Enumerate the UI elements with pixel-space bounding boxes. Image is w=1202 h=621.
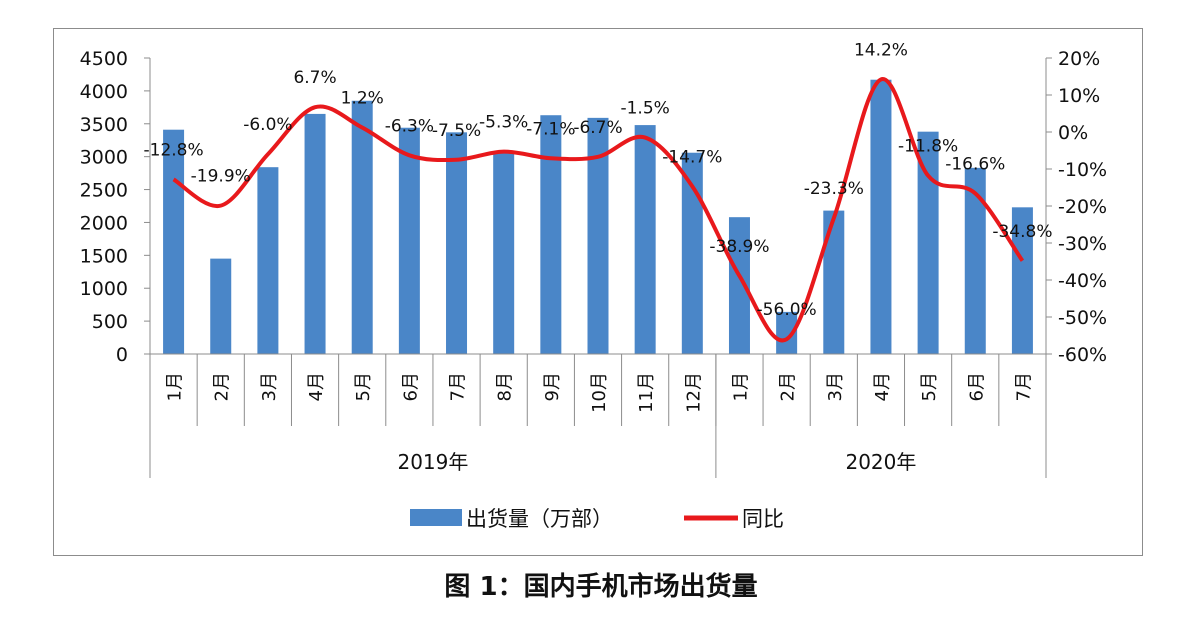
- category-label: 7月: [1013, 372, 1034, 401]
- left-tick-label: 1000: [80, 278, 128, 300]
- figure-caption: 图 1：国内手机市场出货量: [444, 572, 758, 602]
- legend-line-label: 同比: [742, 507, 784, 531]
- left-tick-label: 2000: [80, 212, 128, 234]
- left-tick-label: 0: [116, 344, 128, 366]
- chart-canvas: 0 500 1000 1500 2000 2500 3000 3500 4000 4500 -60%…: [80, 40, 1107, 531]
- bar: [398, 127, 420, 354]
- line-data-label: -11.8%: [898, 137, 958, 157]
- chart-frame: [53, 28, 1143, 556]
- line-data-label: -5.3%: [479, 113, 528, 133]
- bar: [870, 79, 892, 354]
- left-tick-label: 1500: [80, 245, 128, 267]
- line-data-label: -14.7%: [662, 147, 722, 167]
- line-data-label: -23.3%: [804, 179, 864, 199]
- category-label: 6月: [400, 372, 421, 401]
- right-tick-label: 0%: [1058, 122, 1088, 144]
- bar: [446, 132, 468, 354]
- category-label: 4月: [872, 372, 893, 401]
- left-tick-label: 4000: [80, 81, 128, 103]
- bar: [776, 311, 798, 354]
- line-data-label: -16.6%: [945, 154, 1005, 174]
- category-label: 6月: [966, 372, 987, 401]
- bar: [540, 115, 562, 354]
- right-tick-label: -10%: [1058, 159, 1107, 181]
- left-tick-label: 3500: [80, 114, 128, 136]
- category-label: 5月: [353, 372, 374, 401]
- category-label: 3月: [825, 372, 846, 401]
- right-tick-label: 10%: [1058, 85, 1100, 107]
- right-tick-label: -20%: [1058, 196, 1107, 218]
- bar: [1011, 207, 1033, 354]
- line-data-label: -7.5%: [432, 121, 481, 141]
- left-tick-label: 2500: [80, 180, 128, 202]
- category-label: 12月: [683, 372, 704, 413]
- right-tick-label: -30%: [1058, 233, 1107, 255]
- line-data-label: -7.1%: [526, 119, 575, 139]
- bar: [257, 167, 279, 354]
- category-label: 2月: [212, 372, 233, 401]
- line-data-label: -6.3%: [385, 116, 434, 136]
- bar: [964, 167, 986, 354]
- line-data-label: -34.8%: [992, 222, 1052, 242]
- left-tick-label: 4500: [80, 48, 128, 70]
- category-label: 7月: [448, 372, 469, 401]
- line-data-label: -12.8%: [144, 140, 204, 160]
- bar: [823, 210, 845, 354]
- bar: [728, 217, 750, 354]
- bar: [304, 113, 326, 355]
- line-data-label: 1.2%: [341, 89, 384, 109]
- right-tick-label: -40%: [1058, 270, 1107, 292]
- category-label: 5月: [919, 372, 940, 401]
- category-label: 10月: [589, 372, 610, 413]
- line-data-label: -38.9%: [709, 237, 769, 257]
- bar: [917, 131, 939, 354]
- left-tick-label: 500: [92, 311, 128, 333]
- left-tick-label: 3000: [80, 147, 128, 169]
- line-data-label: -19.9%: [191, 167, 251, 187]
- line-data-label: 14.2%: [854, 40, 908, 60]
- bar: [634, 125, 656, 355]
- line-data-label: -1.5%: [620, 99, 669, 119]
- year-group-label: 2020年: [845, 450, 916, 474]
- legend-bar-label: 出货量（万部）: [466, 507, 613, 531]
- category-label: 11月: [636, 372, 657, 413]
- category-label: 3月: [259, 372, 280, 401]
- year-group-label: 2019年: [397, 450, 468, 474]
- line-data-label: -6.7%: [573, 118, 622, 138]
- line-data-label: -56.0%: [757, 300, 817, 320]
- category-label: 9月: [542, 372, 563, 401]
- category-label: 8月: [495, 372, 516, 401]
- right-tick-label: -60%: [1058, 344, 1107, 366]
- line-data-label: 6.7%: [293, 68, 336, 88]
- category-label: 4月: [306, 372, 327, 401]
- bar: [587, 117, 609, 354]
- category-label: 1月: [730, 372, 751, 401]
- category-label: 1月: [165, 372, 186, 401]
- bar: [681, 152, 703, 354]
- right-tick-label: -50%: [1058, 307, 1107, 329]
- yoy-line: [172, 77, 1025, 343]
- bar: [163, 129, 185, 354]
- bar: [210, 258, 232, 354]
- right-tick-label: 20%: [1058, 48, 1100, 70]
- category-label: 2月: [778, 372, 799, 401]
- bar: [351, 100, 373, 354]
- line-data-label: -6.0%: [243, 115, 292, 135]
- bar: [493, 151, 515, 354]
- legend-bar-swatch: [410, 509, 462, 526]
